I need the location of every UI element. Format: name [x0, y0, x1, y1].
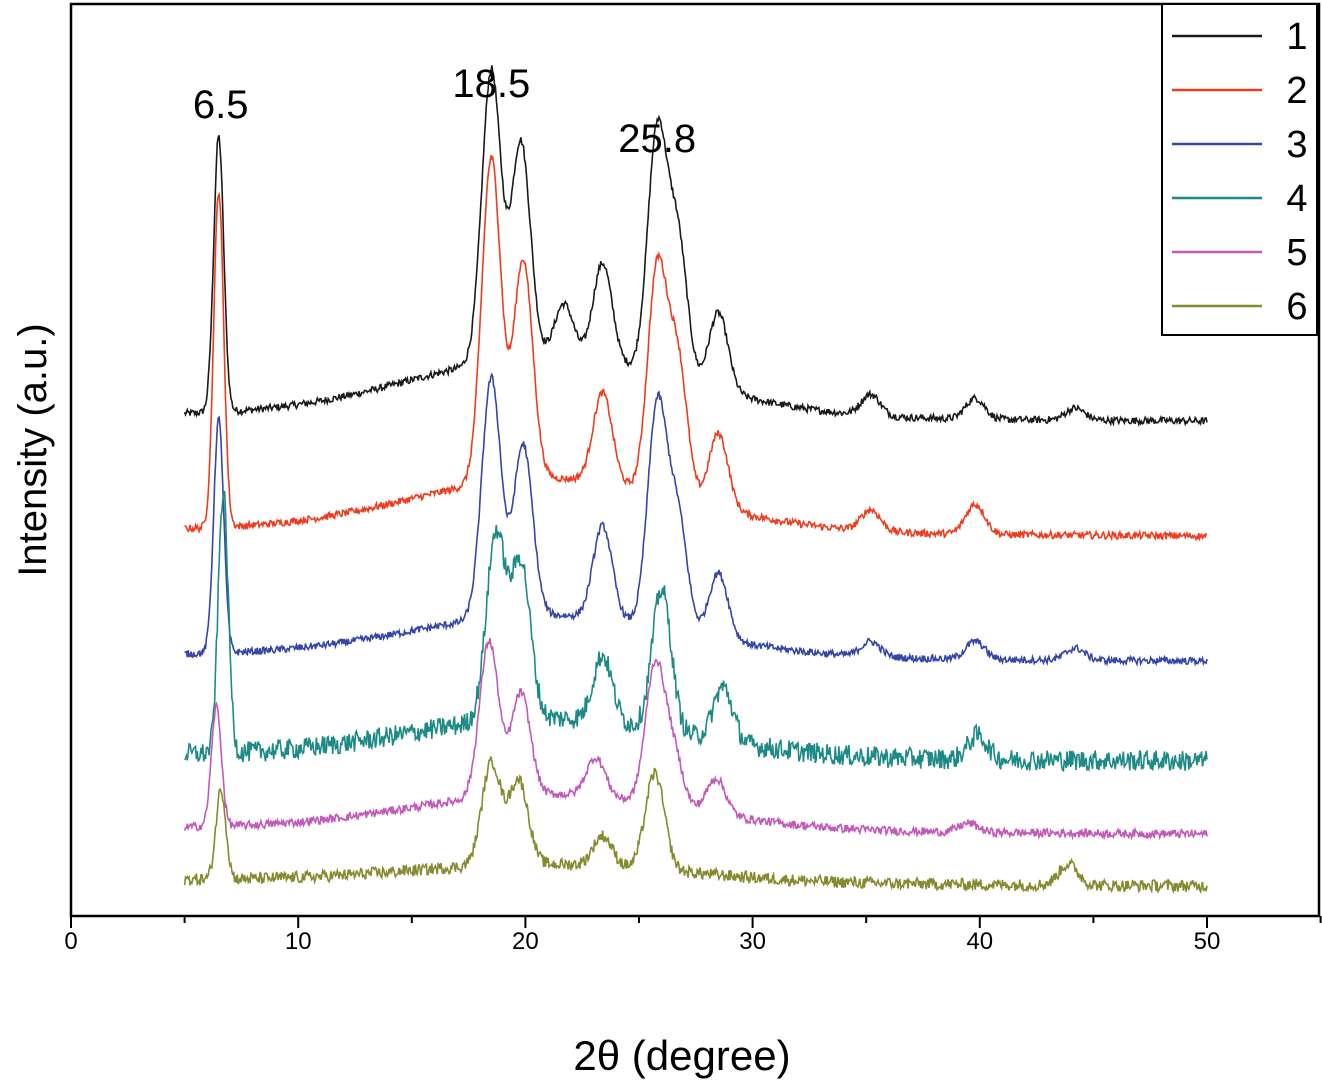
peak-label: 18.5	[452, 62, 530, 106]
series-line-2	[184, 155, 1208, 542]
y-axis-title: Intensity (a.u.)	[11, 323, 55, 576]
legend-label: 6	[1286, 286, 1307, 328]
legend-label: 1	[1286, 16, 1307, 58]
series-layer	[183, 65, 1208, 895]
x-axis-ticks: 0 10 20 30 40 50	[64, 916, 1322, 955]
plot-frame	[69, 2, 1321, 918]
x-tick-label: 20	[512, 928, 539, 955]
x-axis-title: 2θ (degree)	[573, 1032, 790, 1079]
legend-box	[1161, 3, 1318, 336]
legend: 1 2 3 4 5 6	[1161, 3, 1318, 336]
series-line-1	[183, 65, 1208, 428]
peak-label: 25.8	[618, 117, 696, 161]
x-tick-label: 0	[64, 928, 77, 955]
legend-label: 3	[1286, 124, 1307, 166]
series-line-3	[184, 372, 1208, 667]
x-tick-label: 30	[739, 928, 766, 955]
series-line-4	[183, 490, 1208, 773]
peak-label: 6.5	[193, 83, 249, 127]
series-line-6	[183, 756, 1208, 895]
x-tick-label: 40	[966, 928, 993, 955]
legend-label: 5	[1286, 232, 1307, 274]
series-line-5	[183, 637, 1208, 841]
peak-annotations: 6.5 18.5 25.8	[193, 62, 696, 161]
legend-label: 4	[1286, 178, 1307, 220]
legend-label: 2	[1286, 70, 1307, 112]
x-tick-label: 10	[285, 928, 312, 955]
x-tick-label: 50	[1194, 928, 1221, 955]
